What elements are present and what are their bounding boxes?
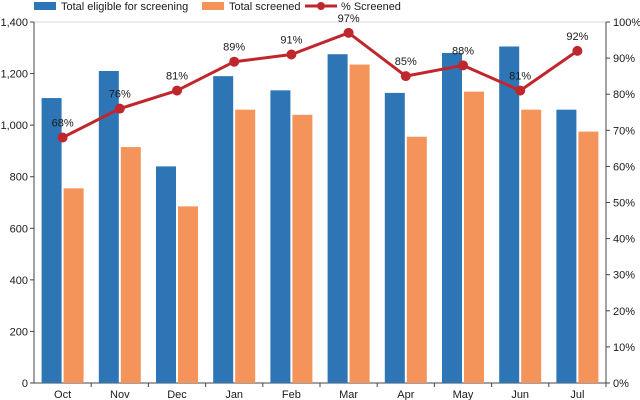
y2-tick-label: 40% (613, 234, 635, 246)
y-tick-label: 1,000 (0, 120, 28, 132)
y2-tick-label: 90% (613, 53, 635, 65)
y2-tick-label: 80% (613, 89, 635, 101)
x-tick-label: Dec (167, 389, 187, 400)
x-tick-label: Jun (511, 389, 529, 400)
x-tick-label: Apr (397, 389, 414, 400)
percent-data-label: 81% (509, 71, 531, 83)
percent-line (61, 31, 579, 139)
bar-screened (521, 109, 542, 384)
percent-data-label: 89% (223, 42, 245, 54)
y-tick-label: 1,200 (0, 69, 28, 81)
y-tick-label: 0 (22, 378, 28, 390)
percent-marker (286, 49, 297, 60)
bar-screened (578, 131, 599, 383)
x-tick-label: Feb (282, 389, 301, 400)
legend-label-eligible: Total eligible for screening (61, 1, 188, 13)
bar-screened (235, 109, 256, 384)
bar-eligible (156, 166, 176, 383)
percent-data-label: 97% (338, 13, 360, 25)
y2-tick-label: 20% (613, 306, 635, 318)
y-tick-label: 600 (10, 223, 28, 235)
x-tick-label: Oct (54, 389, 71, 400)
bar-series (41, 46, 599, 384)
bar-screened (292, 114, 313, 383)
y2-tick-label: 100% (613, 17, 640, 29)
x-tick-label: Mar (339, 389, 358, 400)
legend-swatch-screened (202, 2, 224, 10)
y2-tick-label: 60% (613, 161, 635, 173)
bar-eligible (499, 46, 520, 383)
percent-data-label: 68% (52, 118, 74, 130)
percent-data-label: 76% (109, 89, 131, 101)
y2-tick-label: 50% (613, 198, 635, 210)
percent-data-label: 85% (395, 56, 417, 68)
bar-screened (349, 64, 370, 384)
y-tick-label: 1,400 (0, 17, 28, 29)
y-axis-ticks: 0 200 400 600 800 1,000 1,200 1,400 (0, 17, 34, 390)
percent-data-labels: 68% 76% 81% 89% 91% 97% 85% 88% 81% 92% (52, 13, 589, 130)
legend-swatch-marker (317, 2, 325, 10)
percent-marker (229, 56, 240, 67)
y-tick-label: 800 (10, 172, 28, 184)
x-axis-ticks: Oct Nov Dec Jan Feb Mar Apr May Jun Jul (54, 383, 607, 400)
bar-eligible (327, 54, 348, 383)
legend: Total eligible for screening Total scree… (34, 1, 401, 13)
percent-marker (114, 103, 125, 114)
percent-data-label: 81% (166, 71, 188, 83)
y2-tick-label: 10% (613, 342, 635, 354)
x-tick-label: Nov (110, 389, 130, 400)
legend-label-percent: % Screened (341, 1, 401, 13)
x-tick-label: Jan (225, 389, 243, 400)
y2-tick-label: 0% (613, 378, 629, 390)
percent-marker (172, 85, 182, 96)
y2-tick-label: 70% (613, 125, 635, 137)
bar-eligible (41, 98, 62, 383)
percent-data-label: 88% (452, 45, 474, 57)
legend-label-screened: Total screened (229, 1, 301, 13)
bar-screened (406, 136, 427, 383)
y2-tick-label: 30% (613, 270, 635, 282)
y-tick-label: 400 (10, 275, 28, 287)
percent-data-label: 91% (280, 34, 302, 46)
bar-screened (63, 188, 84, 383)
percent-marker (515, 85, 526, 96)
bar-eligible (556, 109, 577, 384)
bar-eligible (270, 90, 291, 383)
bar-eligible (213, 76, 234, 384)
bar-eligible (442, 52, 462, 383)
x-tick-label: May (453, 389, 474, 400)
percent-marker (57, 132, 68, 143)
percent-line-series (57, 27, 583, 143)
percent-marker (572, 45, 583, 56)
percent-marker (343, 27, 354, 38)
percent-marker (400, 71, 411, 82)
percent-marker (458, 60, 468, 71)
bar-screened (178, 206, 198, 383)
bar-screened (464, 91, 484, 383)
bar-eligible (384, 92, 405, 384)
y-tick-label: 200 (10, 326, 28, 338)
legend-swatch-eligible (34, 2, 56, 10)
bar-screened (120, 147, 141, 383)
bar-eligible (98, 70, 119, 383)
percent-data-label: 92% (566, 31, 588, 43)
x-tick-label: Jul (570, 389, 584, 400)
y2-axis-ticks: 0% 10% 20% 30% 40% 50% 60% 70% 80% 90% 100% (606, 17, 640, 390)
